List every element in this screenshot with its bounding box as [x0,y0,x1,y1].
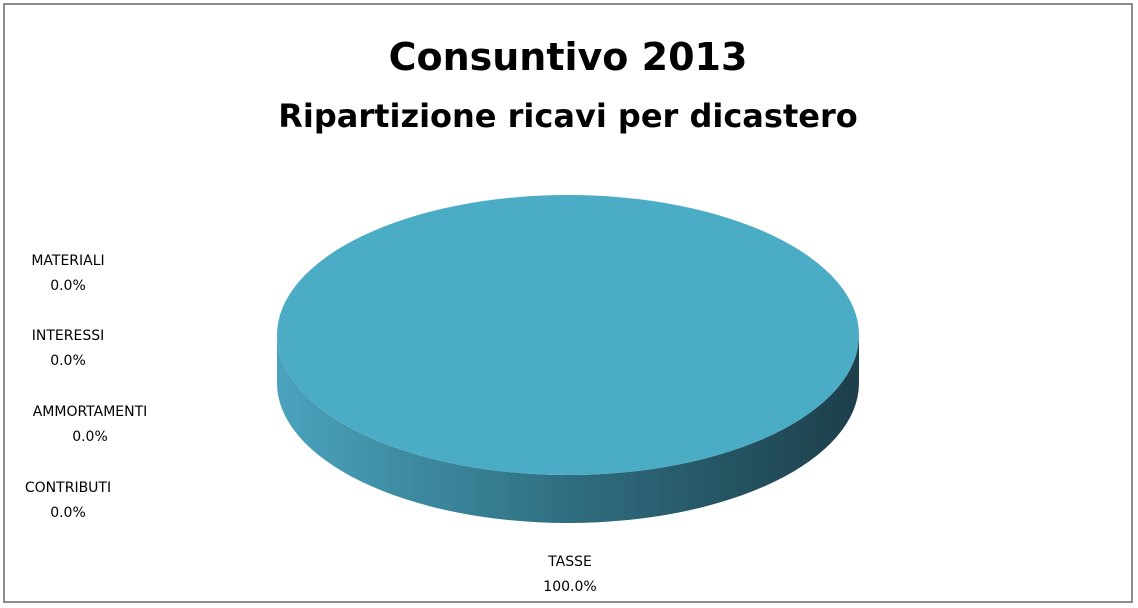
slice-label-contributi: CONTRIBUTI [25,480,111,496]
chart-subtitle: Ripartizione ricavi per dicastero [278,97,858,135]
pie-slices [277,195,859,523]
pie-slice-tasse [277,195,859,475]
chart-title: Consuntivo 2013 [388,35,748,79]
pie-slice-side-tasse [277,335,859,523]
slice-label-tasse: TASSE [547,554,592,570]
slice-value-contributi: 0.0% [50,505,86,521]
slice-value-materiali: 0.0% [50,278,86,294]
slice-value-ammortamenti: 0.0% [72,429,108,445]
slice-label-ammortamenti: AMMORTAMENTI [33,404,148,420]
slice-value-interessi: 0.0% [50,353,86,369]
slice-labels: MATERIALI 0.0% INTERESSI 0.0% AMMORTAMENTI 0.… [25,253,597,595]
slice-label-interessi: INTERESSI [32,328,104,344]
slice-label-materiali: MATERIALI [31,253,104,269]
slice-value-tasse: 100.0% [543,579,596,595]
